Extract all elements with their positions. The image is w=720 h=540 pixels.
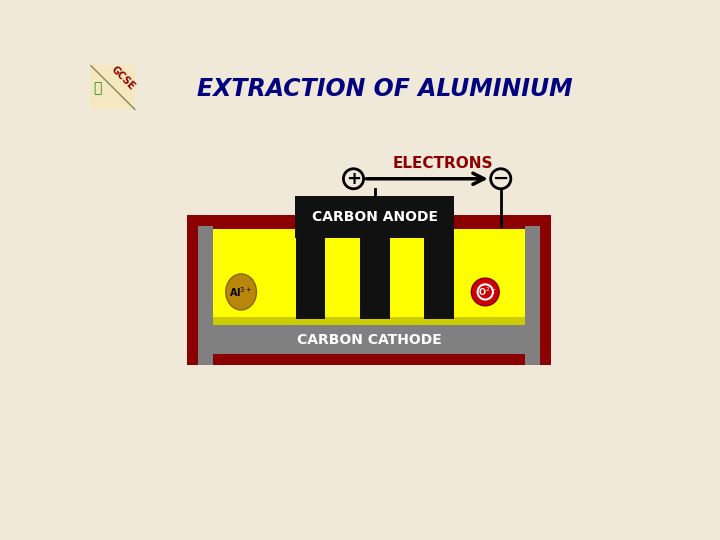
Text: CARBON CATHODE: CARBON CATHODE: [297, 333, 441, 347]
Bar: [187, 215, 551, 365]
Text: +: +: [346, 170, 361, 188]
Bar: [213, 318, 525, 325]
Text: CARBON ANODE: CARBON ANODE: [312, 210, 438, 224]
Bar: [198, 226, 213, 365]
Text: −: −: [492, 169, 509, 188]
Circle shape: [472, 278, 499, 306]
Bar: [296, 238, 325, 319]
Ellipse shape: [226, 274, 256, 310]
Text: Al$^{3+}$: Al$^{3+}$: [230, 285, 253, 299]
Polygon shape: [90, 65, 135, 110]
Bar: [360, 238, 390, 319]
Text: O$^{2-}$: O$^{2-}$: [477, 286, 496, 298]
Text: GCSE: GCSE: [109, 65, 136, 92]
Text: ELECTRONS: ELECTRONS: [392, 156, 493, 171]
Bar: [295, 195, 454, 238]
Text: 🌲: 🌲: [94, 81, 102, 95]
Bar: [198, 325, 540, 354]
Bar: [525, 226, 540, 365]
Text: EXTRACTION OF ALUMINIUM: EXTRACTION OF ALUMINIUM: [197, 77, 572, 102]
Bar: [213, 229, 525, 325]
Bar: [424, 238, 454, 319]
